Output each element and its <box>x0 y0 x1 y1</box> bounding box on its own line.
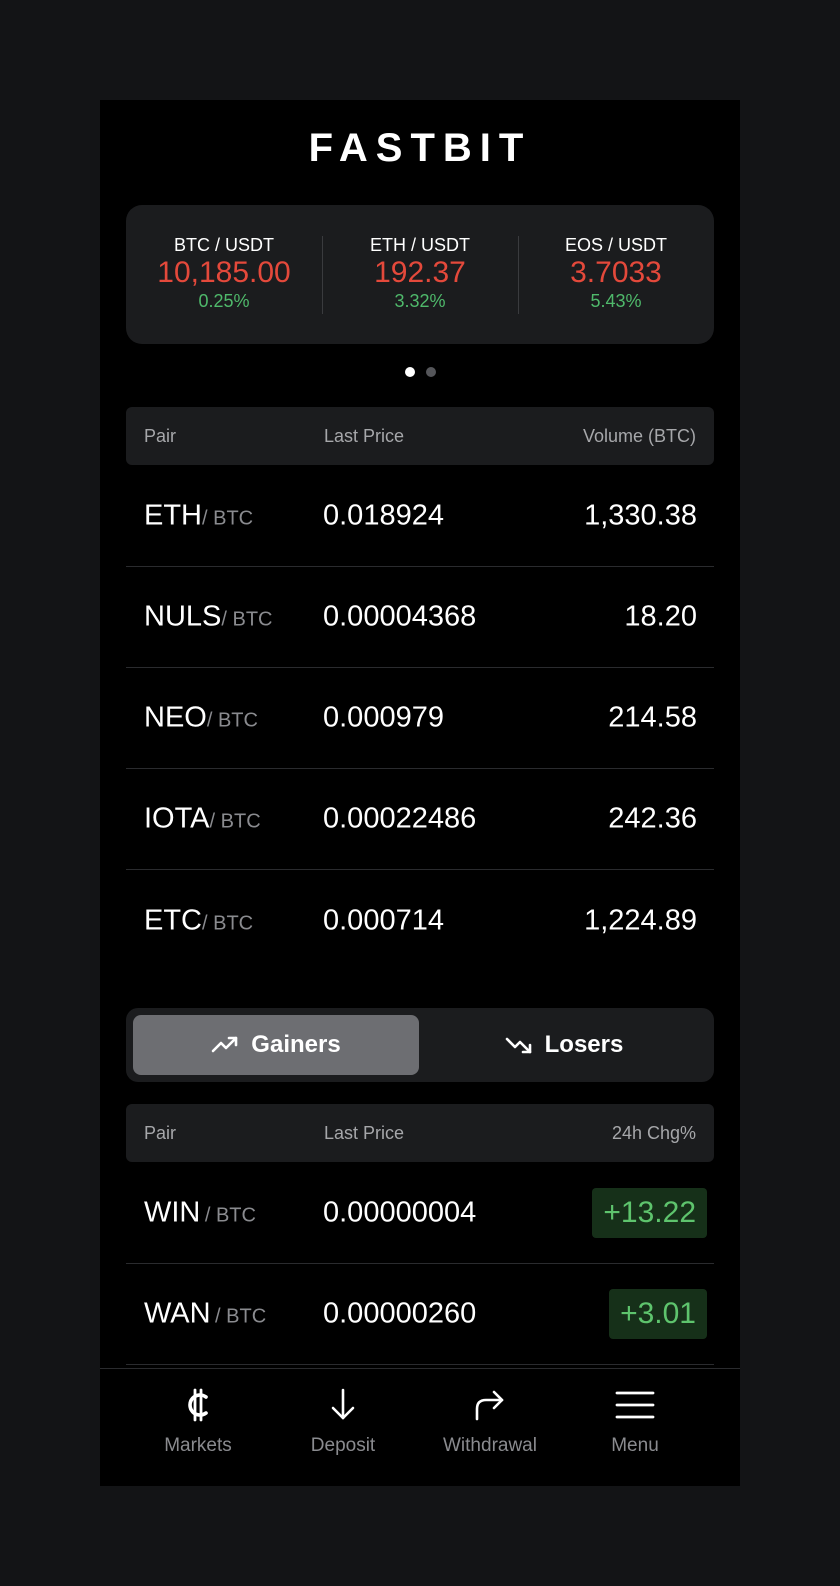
last-price: 0.000979 <box>323 701 444 734</box>
ticker-pair: ETH / USDT <box>369 234 470 255</box>
table-row[interactable]: WAN / BTC 0.00000260 +3.01 <box>126 1264 714 1365</box>
pair-cell: IOTA/ BTC <box>144 803 261 836</box>
column-header-pair[interactable]: Pair <box>144 1123 177 1143</box>
gainers-tab[interactable]: Gainers <box>133 1015 419 1075</box>
carousel-dot[interactable] <box>425 367 436 377</box>
table-row[interactable]: IOTA/ BTC 0.00022486 242.36 <box>126 769 714 870</box>
table-row[interactable]: NULS/ BTC 0.00004368 18.20 <box>126 567 714 668</box>
pair-cell: NEO/ BTC <box>144 702 258 735</box>
pair-quote: / BTC <box>221 608 273 631</box>
pair-base: WIN <box>144 1196 201 1229</box>
ticker-carousel[interactable]: BTC / USDT 10,185.00 0.25% ETH / USDT 19… <box>126 205 714 344</box>
carousel-pagination <box>100 367 740 377</box>
gainers-label: Gainers <box>251 1031 341 1058</box>
table-row[interactable]: WIN / BTC 0.00000004 +13.22 <box>126 1163 714 1264</box>
nav-withdrawal[interactable]: Withdrawal <box>410 1369 570 1486</box>
nav-label: Withdrawal <box>443 1435 537 1456</box>
pair-base: NEO <box>144 701 207 734</box>
ticker-price: 192.37 <box>374 255 466 289</box>
nav-menu[interactable]: Menu <box>555 1369 715 1486</box>
table-row[interactable]: ETH/ BTC 0.018924 1,330.38 <box>126 466 714 567</box>
arrow-down-icon <box>263 1387 423 1423</box>
volume: 1,224.89 <box>584 904 697 936</box>
pair-quote: / BTC <box>209 810 261 833</box>
change-badge: +13.22 <box>592 1188 707 1238</box>
table-row[interactable]: NEO/ BTC 0.000979 214.58 <box>126 668 714 769</box>
last-price: 0.00000004 <box>323 1196 477 1229</box>
column-header-volume[interactable]: Volume (BTC) <box>582 426 696 446</box>
last-price: 0.00022486 <box>323 802 477 835</box>
pair-cell: WIN / BTC <box>144 1197 256 1230</box>
pair-quote: / BTC <box>215 1305 267 1328</box>
pair-quote: / BTC <box>202 507 254 530</box>
ticker-change: 5.43% <box>590 290 642 311</box>
pair-base: ETC <box>144 904 202 936</box>
last-price: 0.00004368 <box>323 600 477 633</box>
change-badge: +3.01 <box>609 1289 707 1339</box>
ticker-change: 0.25% <box>198 290 250 311</box>
pair-base: ETH <box>144 499 202 532</box>
column-header-last-price[interactable]: Last Price <box>324 1123 405 1143</box>
volume: 214.58 <box>608 701 697 734</box>
nav-label: Menu <box>611 1435 659 1456</box>
bottom-navigation: Markets Deposit Withdrawal <box>100 1368 740 1486</box>
volume: 242.36 <box>608 802 697 835</box>
losers-label: Losers <box>544 1031 624 1058</box>
pair-quote: / BTC <box>204 1204 256 1227</box>
trending-up-icon <box>211 1036 238 1053</box>
pair-base: NULS <box>144 600 222 633</box>
ticker-change: 3.32% <box>394 290 446 311</box>
nav-markets[interactable]: Markets <box>118 1369 278 1486</box>
pair-cell: ETC/ BTC <box>144 904 253 937</box>
app-screen: FASTBIT BTC / USDT 10,185.00 0.25% ETH /… <box>100 100 740 1486</box>
column-header-24h-change[interactable]: 24h Chg% <box>611 1123 696 1143</box>
ticker-eth-usdt[interactable]: ETH / USDT 192.37 3.32% <box>322 235 518 315</box>
last-price: 0.00000260 <box>323 1297 477 1330</box>
losers-tab[interactable]: Losers <box>421 1015 707 1075</box>
pair-quote: / BTC <box>202 912 254 934</box>
ticker-btc-usdt[interactable]: BTC / USDT 10,185.00 0.25% <box>126 235 322 315</box>
nav-label: Markets <box>164 1435 232 1456</box>
ticker-pair: BTC / USDT <box>173 234 274 255</box>
bitcoin-icon <box>118 1387 278 1423</box>
nav-deposit[interactable]: Deposit <box>263 1369 423 1486</box>
ticker-price: 10,185.00 <box>157 255 291 289</box>
pair-cell: NULS/ BTC <box>144 601 272 634</box>
volume: 1,330.38 <box>584 499 697 532</box>
ticker-eos-usdt[interactable]: EOS / USDT 3.7033 5.43% <box>518 235 714 315</box>
volume: 18.20 <box>624 600 697 633</box>
carousel-dot-active[interactable] <box>404 367 415 377</box>
column-header-last-price[interactable]: Last Price <box>324 426 405 446</box>
column-header-pair[interactable]: Pair <box>144 426 177 446</box>
nav-label: Deposit <box>310 1435 376 1456</box>
app-logo: FASTBIT <box>308 126 532 170</box>
share-arrow-icon <box>410 1387 570 1423</box>
pair-base: WAN <box>144 1297 211 1330</box>
movers-table-header: Pair Last Price 24h Chg% <box>126 1104 714 1162</box>
ticker-pair: EOS / USDT <box>564 234 667 255</box>
pair-cell: WAN / BTC <box>144 1298 266 1331</box>
markets-table-header: Pair Last Price Volume (BTC) <box>126 407 714 465</box>
ticker-price: 3.7033 <box>570 255 662 289</box>
hamburger-menu-icon <box>555 1387 715 1423</box>
pair-quote: / BTC <box>206 709 258 732</box>
last-price: 0.018924 <box>323 499 444 532</box>
trending-down-icon <box>505 1037 531 1054</box>
movers-toggle: Gainers Losers <box>126 1008 714 1082</box>
last-price: 0.000714 <box>323 904 444 936</box>
table-row[interactable]: ETC/ BTC 0.000714 1,224.89 <box>126 870 714 971</box>
pair-base: IOTA <box>144 802 210 835</box>
pair-cell: ETH/ BTC <box>144 500 253 533</box>
